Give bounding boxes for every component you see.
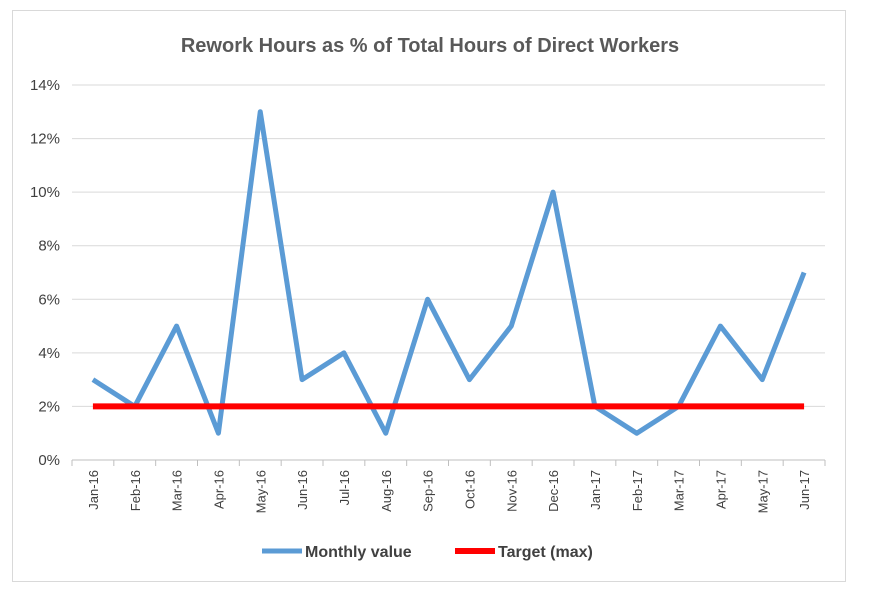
y-tick-label: 2%: [38, 398, 60, 415]
series-group: [91, 109, 807, 436]
legend: Monthly value Target (max): [262, 544, 593, 561]
x-tick-label: Nov-16: [504, 470, 519, 512]
x-tick-label: Sep-16: [421, 470, 436, 512]
y-tick-label: 12%: [30, 131, 60, 148]
legend-item-monthly-value: Monthly value: [262, 544, 412, 561]
x-tick-label: Mar-16: [170, 470, 185, 511]
legend-item-target-max: Target (max): [455, 544, 593, 561]
y-tick-label: 8%: [38, 238, 60, 255]
x-tick-label: Jan-16: [86, 470, 101, 510]
chart-title: Rework Hours as % of Total Hours of Dire…: [181, 35, 679, 57]
x-tick-label: Dec-16: [546, 470, 561, 512]
x-tick-label: May-17: [755, 470, 770, 513]
x-tick-label: Jan-17: [588, 470, 603, 510]
x-tick-label: Apr-16: [211, 470, 226, 509]
gridlines: [72, 84, 825, 407]
x-tick-label: Jun-16: [295, 470, 310, 510]
x-tick-label: Oct-16: [462, 470, 477, 509]
x-tick-label: Aug-16: [379, 470, 394, 512]
y-tick-label: 0%: [38, 452, 60, 469]
x-tick-label: Mar-17: [672, 470, 687, 511]
y-axis: 0% 2% 4% 6% 8% 10% 12% 14%: [30, 77, 60, 469]
y-tick-label: 4%: [38, 345, 60, 362]
x-axis: Jan-16 Feb-16 Mar-16 Apr-16 May-16 Jun-16 Jul-…: [71, 459, 826, 513]
y-tick-label: 14%: [30, 77, 60, 94]
y-tick-label: 6%: [38, 291, 60, 308]
legend-label: Monthly value: [305, 544, 412, 561]
y-tick-label: 10%: [30, 184, 60, 201]
x-tick-label: Apr-17: [713, 470, 728, 509]
series-line-monthly-value: [91, 109, 807, 436]
legend-label: Target (max): [498, 544, 593, 561]
x-tick-label: Feb-17: [630, 470, 645, 511]
x-tick-label: May-16: [253, 470, 268, 513]
chart-frame: [12, 10, 846, 582]
x-tick-label: Jun-17: [797, 470, 812, 510]
x-tick-label: Feb-16: [128, 470, 143, 511]
x-tick-label: Jul-16: [337, 470, 352, 505]
